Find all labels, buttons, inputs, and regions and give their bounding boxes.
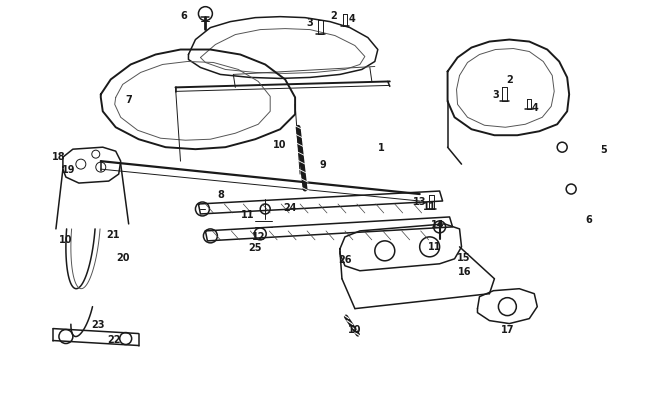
Text: 16: 16 xyxy=(458,266,471,276)
Text: 8: 8 xyxy=(217,190,224,200)
Text: 20: 20 xyxy=(116,252,129,262)
Text: 15: 15 xyxy=(457,252,470,262)
Text: 19: 19 xyxy=(62,165,75,175)
Text: 1: 1 xyxy=(378,143,385,153)
Text: 22: 22 xyxy=(107,334,120,344)
Text: 21: 21 xyxy=(106,229,120,239)
Text: 26: 26 xyxy=(338,254,352,264)
Text: 11: 11 xyxy=(423,202,436,211)
Text: 25: 25 xyxy=(248,242,262,252)
Text: 2: 2 xyxy=(331,11,337,21)
Text: 7: 7 xyxy=(125,95,132,105)
Text: 5: 5 xyxy=(601,145,607,155)
Text: 13: 13 xyxy=(413,196,426,207)
Text: 11: 11 xyxy=(240,209,254,220)
Text: 24: 24 xyxy=(283,202,297,213)
Text: 10: 10 xyxy=(274,140,287,150)
Text: 23: 23 xyxy=(91,319,105,329)
Text: 10: 10 xyxy=(348,324,361,334)
Text: 14: 14 xyxy=(431,220,445,229)
Text: 4: 4 xyxy=(348,14,356,23)
Text: 2: 2 xyxy=(506,75,513,85)
Text: 6: 6 xyxy=(586,214,592,224)
Text: 3: 3 xyxy=(492,90,499,100)
Text: 3: 3 xyxy=(307,17,313,28)
Text: 12: 12 xyxy=(252,231,265,241)
Text: 17: 17 xyxy=(500,324,514,334)
Text: 4: 4 xyxy=(532,103,539,113)
Text: 18: 18 xyxy=(52,152,66,162)
Text: 9: 9 xyxy=(320,160,326,170)
Text: 11: 11 xyxy=(428,241,441,251)
Text: 6: 6 xyxy=(180,11,187,21)
Text: 10: 10 xyxy=(59,234,73,244)
